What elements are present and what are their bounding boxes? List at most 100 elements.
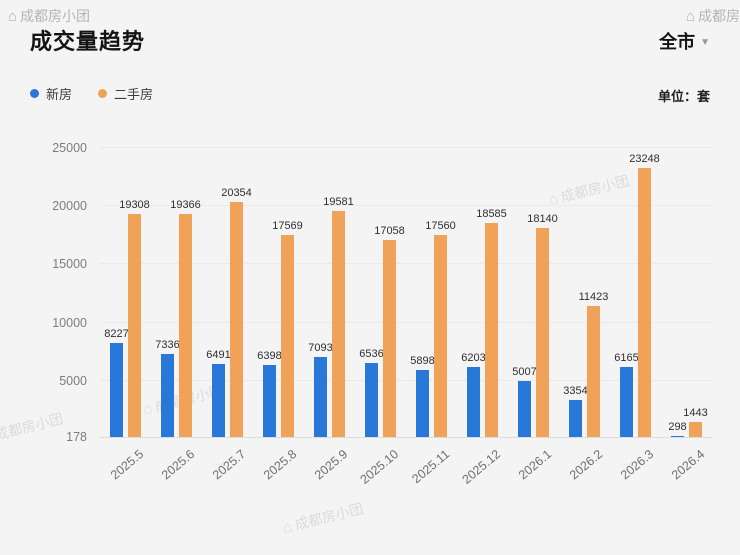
bar-group: 6398 17569 2025.8	[253, 148, 304, 483]
bar-value-label: 3354	[563, 385, 588, 398]
legend-dot-new	[30, 89, 39, 98]
bar-value-label: 5898	[410, 355, 435, 368]
bar-resale-home[interactable]: 17569	[272, 220, 303, 437]
bar-group: 6203 18585 2025.12	[457, 148, 508, 487]
legend-item-new[interactable]: 新房	[30, 84, 72, 103]
bar-group: 5898 17560 2025.11	[406, 148, 457, 487]
watermark-text: 成都房小团	[20, 8, 91, 24]
house-logo-icon: ⌂	[281, 517, 295, 537]
bar-group: 5007 18140 2026.1	[508, 148, 559, 482]
x-axis-label: 2025.6	[159, 447, 198, 483]
x-axis-label: 2026.4	[669, 447, 708, 483]
bar-value-label: 19308	[119, 199, 150, 212]
bar-new-home[interactable]: 6536	[359, 348, 384, 437]
bar-value-label: 19581	[323, 196, 354, 209]
bar-value-label: 18585	[476, 207, 507, 220]
x-axis-label: 2025.12	[459, 447, 504, 487]
y-axis-label: 25000	[52, 141, 87, 155]
bar-value-label: 8227	[104, 328, 129, 341]
city-scope-label: 全市	[659, 32, 696, 52]
bar-value-label: 6203	[461, 351, 486, 364]
x-axis-label: 2025.11	[409, 447, 453, 487]
bar-new-home[interactable]: 3354	[563, 385, 588, 437]
bar-group: 6165 23248 2026.3	[610, 148, 661, 482]
x-axis-label: 2026.2	[567, 447, 606, 483]
bar-resale-home[interactable]: 1443	[683, 407, 708, 437]
bar-value-label: 19366	[170, 198, 201, 211]
watermark: ⌂ 成都房小团	[686, 6, 740, 26]
bar-new-home[interactable]: 298	[668, 421, 687, 437]
bar-new-home[interactable]: 5898	[410, 355, 435, 437]
watermark-text: 成都房小团	[698, 8, 740, 24]
bar-group: 7336 19366 2025.6	[151, 148, 202, 483]
house-logo-icon: ⌂	[686, 7, 696, 25]
bar-new-home[interactable]: 7093	[308, 342, 333, 437]
house-logo-icon: ⌂	[8, 7, 18, 25]
gridline	[100, 147, 712, 148]
legend-item-resale[interactable]: 二手房	[98, 84, 153, 103]
legend-label-resale: 二手房	[114, 87, 154, 102]
x-axis-label: 2025.5	[108, 447, 147, 483]
bar-value-label: 23248	[629, 153, 660, 166]
bar-new-home[interactable]: 8227	[104, 328, 129, 437]
bar-value-label: 6536	[359, 347, 384, 360]
x-axis-label: 2025.10	[357, 447, 402, 487]
bar-value-label: 6398	[257, 349, 282, 362]
x-axis-label: 2025.9	[312, 447, 351, 483]
gridline	[100, 205, 712, 207]
bar-resale-home[interactable]: 23248	[629, 153, 660, 437]
bar-resale-home[interactable]: 18140	[527, 213, 558, 437]
y-axis-label: 10000	[52, 315, 87, 330]
watermark: ⌂ 成都房小团	[0, 408, 65, 447]
chevron-down-icon: ▼	[700, 36, 710, 48]
bar-resale-home[interactable]: 19366	[170, 199, 201, 437]
bar-group: 6491 20354 2025.7	[202, 148, 253, 482]
watermark: ⌂ 成都房小团	[281, 498, 365, 537]
legend-dot-resale	[98, 89, 108, 98]
bar-value-label: 7336	[155, 338, 180, 351]
bar-new-home[interactable]: 6165	[614, 352, 639, 437]
city-scope-dropdown[interactable]: 全市 ▼	[659, 28, 710, 54]
bar-new-home[interactable]: 6203	[461, 352, 486, 437]
chart-legend: 新房 二手房	[30, 84, 153, 103]
bar-resale-home[interactable]: 17560	[425, 220, 456, 437]
bar-value-label: 6165	[614, 352, 639, 365]
y-axis-label: 15000	[52, 257, 87, 272]
bar-new-home[interactable]: 7336	[155, 339, 180, 437]
bar-value-label: 17560	[425, 219, 456, 232]
bar-value-label: 18140	[527, 212, 558, 225]
watermark: ⌂ 成都房小团	[8, 6, 90, 26]
watermark-text: 成都房小团	[292, 500, 365, 533]
page-title: 成交量趋势	[30, 29, 146, 54]
x-axis-label: 2026.3	[618, 447, 657, 483]
bar-group: 7093 19581 2025.9	[304, 148, 355, 482]
plot-area: 8227 19308 2025.5 7336 19366 2025.6 6491 20354 2…	[52, 141, 712, 487]
bar-resale-home[interactable]: 18585	[476, 208, 507, 437]
x-axis-label: 2026.1	[516, 447, 555, 483]
gridline	[100, 321, 712, 323]
legend-label-new: 新房	[46, 87, 73, 102]
x-axis-label: 2025.7	[210, 447, 249, 483]
bar-group: 298 1443 2026.4	[661, 148, 712, 482]
gridline	[100, 263, 712, 265]
bar-resale-home[interactable]: 19581	[323, 196, 354, 437]
bar-value-label: 17058	[374, 225, 405, 238]
bar-new-home[interactable]: 5007	[512, 366, 537, 437]
bar-new-home[interactable]: 6398	[257, 350, 282, 437]
bar-group: 6536 17058 2025.10	[355, 148, 406, 486]
bar-group: 8227 19308 2025.5	[100, 148, 151, 482]
bar-new-home[interactable]: 6491	[206, 349, 231, 437]
unit-label: 单位：套	[657, 89, 710, 104]
bar-group: 3354 11423 2026.2	[559, 148, 610, 482]
bar-value-label: 1443	[683, 407, 708, 420]
bar-resale-home[interactable]: 17058	[374, 225, 405, 437]
bar-value-label: 20354	[221, 187, 252, 200]
bar-value-label: 6491	[206, 348, 231, 361]
bar-resale-home[interactable]: 11423	[579, 291, 608, 437]
bar-resale-home[interactable]: 19308	[119, 199, 150, 437]
bar-groups: 8227 19308 2025.5 7336 19366 2025.6 6491 20354 2…	[100, 148, 712, 487]
bar-resale-home[interactable]: 20354	[221, 187, 252, 437]
bar-value-label: 17569	[272, 219, 303, 232]
x-axis-label: 2025.8	[261, 447, 300, 483]
bar-value-label: 298	[668, 420, 687, 433]
